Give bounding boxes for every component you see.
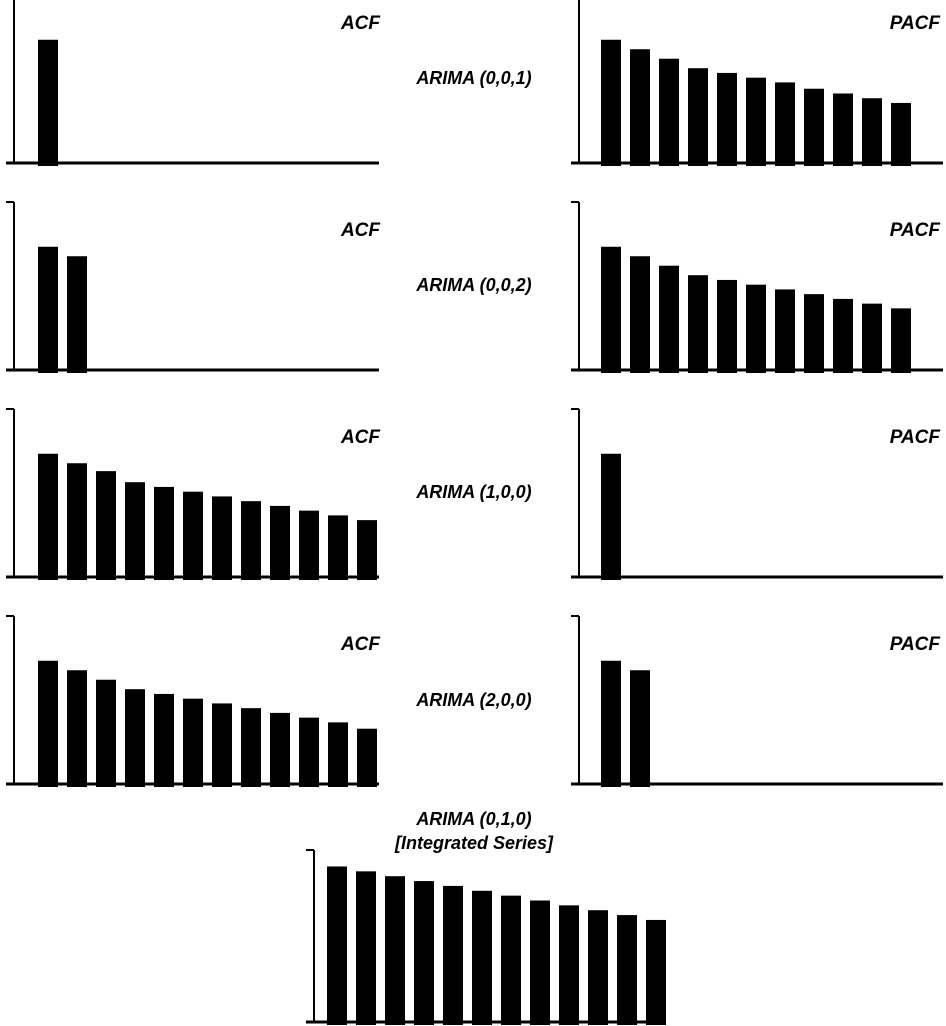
chart-panel-6: PACF [571, 408, 943, 580]
bar-lag-10 [588, 910, 608, 1025]
bar-lag-8 [530, 900, 550, 1025]
bar-lag-7 [775, 82, 795, 166]
chart-panel-1: ACF ARIMA (0,0,1) [6, 0, 532, 167]
bar-lag-4 [688, 275, 708, 373]
bar-lag-2 [630, 49, 650, 166]
bar-lag-4 [125, 689, 145, 787]
bar-lag-1 [601, 660, 621, 787]
bar-lag-2 [67, 670, 87, 787]
bar-lag-2 [67, 256, 87, 373]
bar-lag-6 [472, 890, 492, 1025]
bar-lag-4 [688, 68, 708, 166]
bar-lag-7 [212, 496, 232, 580]
chart-panel-4: PACF [571, 201, 943, 373]
bar-lag-2 [67, 463, 87, 580]
bar-lag-9 [833, 298, 853, 373]
bar-lag-8 [804, 88, 824, 166]
bar-lag-6 [746, 284, 766, 373]
model-label: ARIMA (0,1,0) [415, 809, 531, 829]
bar-lag-1 [38, 39, 58, 167]
model-label: [Integrated Series] [394, 833, 554, 853]
chart-title: PACF [890, 427, 942, 448]
chart-title: ACF [340, 220, 381, 241]
bar-lag-6 [183, 491, 203, 580]
chart-title: PACF [890, 13, 942, 34]
bar-lag-5 [154, 486, 174, 580]
bar-lag-10 [299, 510, 319, 580]
bar-lag-2 [630, 256, 650, 373]
bar-lag-5 [717, 72, 737, 166]
chart-panel-9: ARIMA (0,1,0) [Integrated Series] [306, 809, 666, 1025]
bar-lag-7 [212, 703, 232, 787]
bar-lag-10 [299, 717, 319, 787]
bar-lag-11 [328, 515, 348, 580]
bar-lag-5 [717, 279, 737, 373]
bar-lag-7 [501, 895, 521, 1025]
bar-lag-12 [646, 919, 666, 1025]
chart-title: ACF [340, 634, 381, 655]
chart-title: ACF [340, 427, 381, 448]
bar-lag-3 [659, 265, 679, 373]
bar-lag-1 [38, 453, 58, 580]
bar-lag-5 [154, 693, 174, 787]
chart-panel-3: ACF ARIMA (0,0,2) [6, 201, 532, 373]
bar-lag-4 [125, 482, 145, 580]
chart-panel-2: PACF [571, 0, 943, 167]
bar-lag-3 [659, 58, 679, 166]
bar-lag-11 [328, 722, 348, 787]
bar-lag-5 [443, 885, 463, 1025]
chart-panel-5: ACF ARIMA (1,0,0) [6, 408, 532, 580]
chart-title: PACF [890, 220, 942, 241]
bar-lag-8 [241, 501, 261, 580]
chart-panel-8: PACF [571, 615, 943, 787]
bar-lag-8 [804, 294, 824, 373]
bar-lag-1 [327, 866, 347, 1025]
bar-lag-1 [38, 246, 58, 373]
bar-lag-8 [241, 708, 261, 787]
bar-lag-11 [891, 308, 911, 373]
bar-lag-9 [270, 712, 290, 787]
model-label: ARIMA (2,0,0) [415, 690, 531, 710]
bar-lag-1 [601, 453, 621, 580]
chart-panel-7: ACF ARIMA (2,0,0) [6, 615, 532, 787]
model-label: ARIMA (1,0,0) [415, 482, 531, 502]
bar-lag-1 [601, 39, 621, 167]
bar-lag-12 [357, 728, 377, 787]
bar-lag-9 [559, 905, 579, 1025]
bar-lag-9 [833, 93, 853, 166]
bar-lag-3 [96, 471, 116, 580]
chart-title: PACF [890, 634, 942, 655]
bar-lag-3 [385, 876, 405, 1025]
bar-lag-12 [357, 520, 377, 580]
bar-lag-4 [414, 881, 434, 1025]
bar-lag-10 [862, 303, 882, 373]
bar-lag-2 [630, 670, 650, 787]
bar-lag-9 [270, 505, 290, 580]
bar-lag-1 [601, 246, 621, 373]
bar-lag-10 [862, 98, 882, 166]
model-label: ARIMA (0,0,1) [415, 68, 531, 88]
bar-lag-11 [891, 102, 911, 166]
bar-lag-1 [38, 660, 58, 787]
model-label: ARIMA (0,0,2) [415, 275, 531, 295]
chart-title: ACF [340, 13, 381, 34]
bar-lag-6 [746, 77, 766, 166]
bar-lag-11 [617, 915, 637, 1025]
bar-lag-7 [775, 289, 795, 373]
bar-lag-3 [96, 679, 116, 787]
bar-lag-6 [183, 698, 203, 787]
bar-lag-2 [356, 871, 376, 1025]
